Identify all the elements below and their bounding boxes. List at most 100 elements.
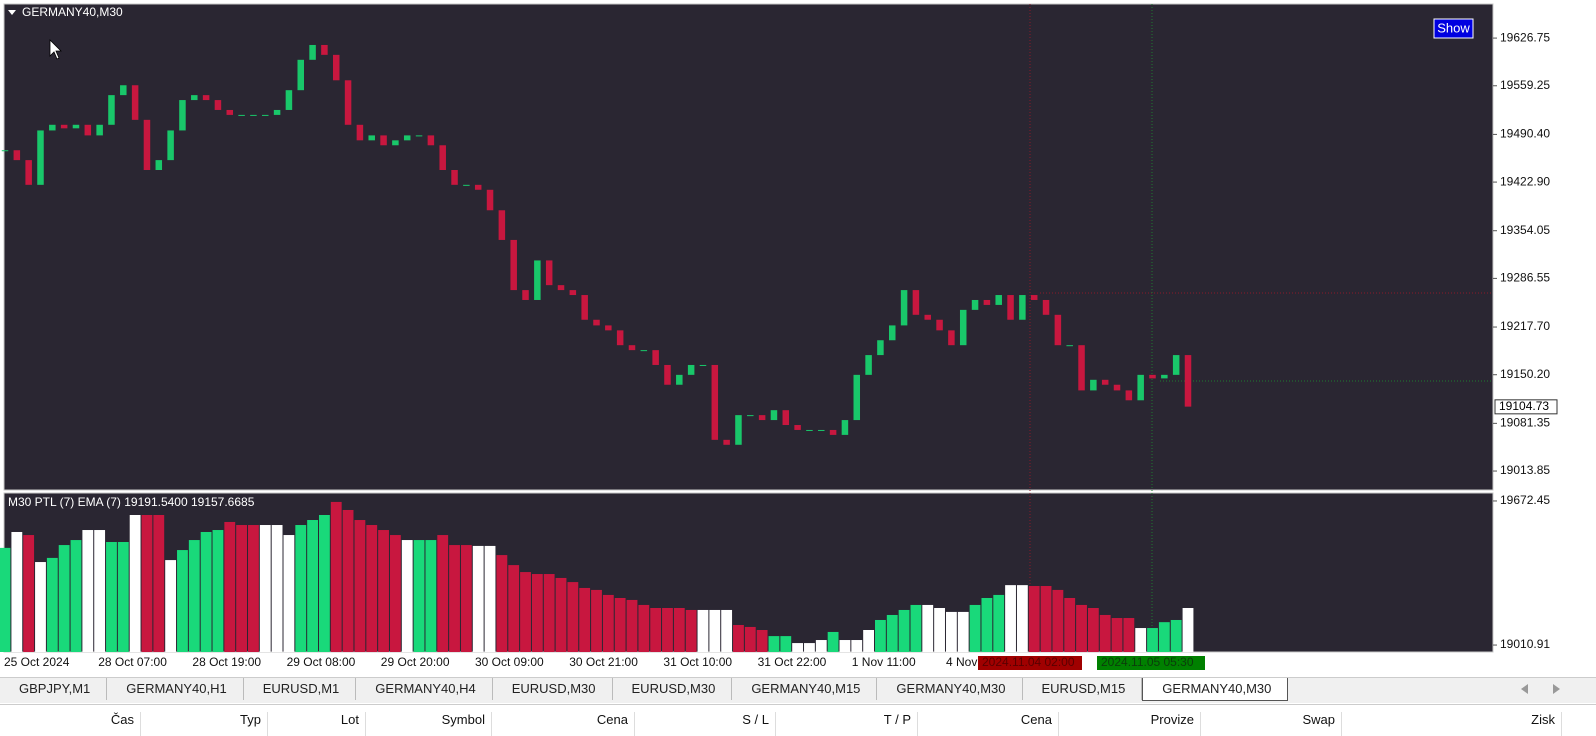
candle [687,364,695,375]
candle [498,210,506,240]
cursor-box-red [978,656,1082,670]
y-tick-label: 19081.35 [1500,416,1550,430]
histogram-bar [23,535,35,652]
scroll-right[interactable] [1553,684,1560,694]
scroll-left[interactable] [1521,684,1528,694]
histogram-bar [567,582,579,652]
tab[interactable]: EURUSD,M15 [1023,678,1143,700]
column-header[interactable]: S / L [635,712,776,736]
candle [782,410,790,426]
column-header[interactable]: Čas [0,712,141,736]
histogram-bar [638,604,650,652]
histogram-bar [153,514,165,652]
candle [238,114,245,116]
tab[interactable]: GERMANY40,H1 [107,678,244,700]
tab[interactable]: GERMANY40,M15 [732,678,878,700]
candle [640,350,648,352]
histogram-bar [886,614,898,652]
time-label: 30 Oct 09:00 [475,655,544,669]
candle [829,429,837,435]
candle [983,299,991,305]
histogram-bar [1064,597,1076,652]
histogram-bar [70,540,82,652]
tab[interactable]: GERMANY40,H4 [356,678,493,700]
y-tick-label: 19354.05 [1500,223,1550,237]
main-panel [3,3,1494,491]
candle [155,160,163,171]
candle [179,100,186,131]
candle [664,364,671,385]
time-label: 31 Oct 10:00 [663,655,732,669]
histogram-bar [354,520,366,652]
last-price-box [1494,399,1558,415]
column-header[interactable]: Swap [1201,712,1342,736]
y-tick-label: 19286.55 [1500,271,1550,285]
candle [309,44,316,60]
candle [1172,355,1180,375]
collapse-icon [8,10,16,15]
column-header[interactable]: Typ [141,712,268,736]
show-button-box[interactable] [1433,18,1474,39]
candle [191,95,198,101]
candle [297,59,305,91]
column-header[interactable]: Provize [1059,712,1201,736]
histogram-bar [792,643,804,652]
histogram-bar [1005,585,1016,652]
time-label: 4 Nov [946,655,977,669]
histogram-bar [1111,618,1123,652]
candle [108,95,115,125]
candle [794,425,801,430]
histogram-bar [425,540,437,652]
candle [356,124,364,141]
column-header[interactable]: Zisk [1342,712,1562,736]
histogram-bar [993,594,1005,652]
histogram-bar [0,547,11,652]
y-tick-label: 19150.20 [1500,367,1550,381]
candle [1184,355,1192,407]
cursor-label-red: 2024.11.04 02:00 [982,655,1075,669]
tab[interactable]: EURUSD,M30 [613,678,733,700]
histogram-bar [591,589,602,652]
histogram-bar [934,608,945,652]
show-button[interactable]: Show [1433,18,1474,39]
tab[interactable]: GERMANY40,M30 [1142,678,1289,701]
histogram-bar [259,525,271,652]
column-header[interactable]: Cena [918,712,1059,736]
chart-title: GERMANY40,M30 [22,5,123,19]
candle [273,109,281,115]
histogram-bar [318,514,330,652]
histogram-bar [46,557,58,652]
tab[interactable]: EURUSD,M1 [244,678,357,700]
candle [37,130,44,185]
column-header[interactable]: T / P [776,712,918,736]
indicator-label: M30 PTL (7) EMA (7) 19191.5400 19157.668… [8,495,255,509]
y-tick-label: 19422.90 [1500,174,1550,188]
tab[interactable]: EURUSD,M30 [493,678,613,700]
tab[interactable]: GBPJPY,M1 [0,678,108,700]
histogram-bar [733,624,744,652]
candle [1149,374,1156,379]
tab-scroll[interactable] [1518,683,1568,695]
column-header[interactable]: Symbol [366,712,492,736]
histogram-bar [330,501,342,652]
tab-bar: GBPJPY,M1 GERMANY40,H1 EURUSD,M1 GERMANY40,… [0,677,1596,703]
histogram-bar [437,535,449,652]
show-button-label[interactable]: Show [1437,20,1470,35]
candle [1066,345,1073,347]
histogram-bar [1076,604,1087,652]
cursor-box-green [1097,656,1205,670]
histogram-bar [1123,618,1135,652]
histogram-bar [94,530,106,652]
tab[interactable]: GERMANY40,M30 [877,678,1023,700]
column-header[interactable]: Cena [492,712,635,736]
candle [545,260,553,286]
histogram-bar [212,530,224,652]
chart-window: GERMANY40,M30 Show M30 PTL (7) EMA (7) 1… [0,3,1558,670]
candle [616,330,624,346]
column-header[interactable]: Lot [268,712,366,736]
histogram-bar [401,540,413,652]
candle [581,295,588,320]
time-label: 31 Oct 22:00 [758,655,827,669]
candle [1054,314,1062,346]
